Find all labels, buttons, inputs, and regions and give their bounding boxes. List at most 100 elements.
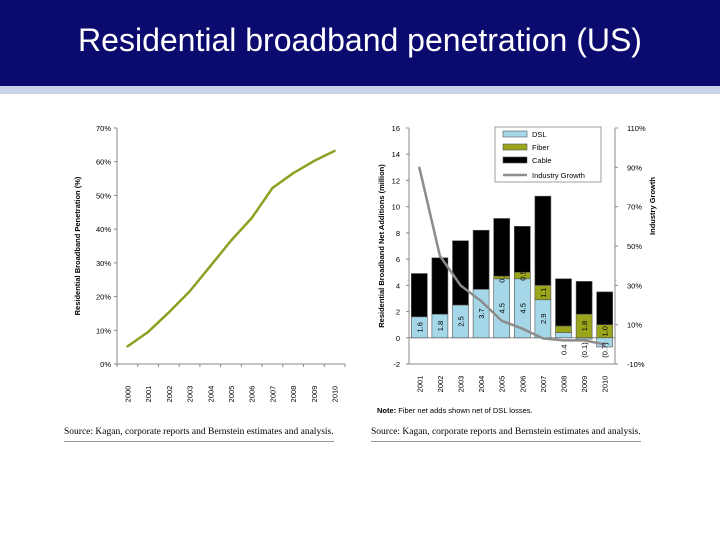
cable-value-label: 4.5 — [477, 255, 486, 265]
left-x-tick-label: 2009 — [310, 386, 319, 403]
bar-cable-2004 — [472, 229, 490, 290]
fiber-value-label: 1.0 — [601, 326, 610, 336]
right-y2-tick-label: 30% — [627, 281, 642, 290]
right-y2-tick-label: 110% — [627, 124, 646, 133]
legend-swatch-cable — [502, 156, 528, 164]
left-x-tick-label: 2002 — [165, 386, 174, 403]
industry-growth-point — [459, 284, 462, 287]
penetration-line — [126, 149, 336, 348]
cable-value-label: 2.5 — [601, 303, 610, 313]
left-x-tick-label: 2010 — [331, 386, 340, 403]
left-x-tick-label: 2000 — [123, 386, 132, 403]
bar-cable-2008 — [555, 278, 572, 327]
fiber-value-label: 1.1 — [539, 287, 548, 297]
cable-value-label: 6.8 — [539, 236, 548, 246]
cable-value-label: 4.4 — [498, 242, 507, 252]
industry-growth-point — [438, 254, 441, 257]
industry-growth-point — [418, 166, 421, 169]
bar-cable-2009 — [575, 281, 593, 315]
right-x-tick-label: 2002 — [436, 376, 445, 393]
right-y-tick-label: 12 — [392, 176, 400, 185]
dsl-value-label: 2.5 — [457, 316, 466, 326]
legend-swatch-fiber — [502, 143, 528, 151]
left-x-tick-label: 2007 — [268, 386, 277, 403]
industry-growth-point — [583, 339, 586, 342]
penetration-point — [126, 345, 129, 348]
cable-value-label: 2.5 — [580, 293, 589, 303]
industry-growth-point — [480, 300, 483, 303]
dsl-value-label: 0.4 — [560, 345, 569, 355]
industry-growth-point — [603, 343, 606, 346]
right-y-tick-label: 10 — [392, 203, 400, 212]
industry-growth-point — [541, 337, 544, 340]
right-y2-tick-label: 70% — [627, 203, 642, 212]
right-x-tick-label: 2009 — [580, 376, 589, 393]
legend-label: Fiber — [532, 143, 550, 152]
right-y-tick-label: 2 — [396, 308, 400, 317]
penetration-point — [291, 171, 295, 175]
right-y-tick-label: -2 — [393, 360, 400, 369]
penetration-chart: 0% 10% 20% 30% 40% 50% 60% 70% 2000 2001 2002 2003 2… — [73, 124, 346, 403]
fiber-value-label: 1.8 — [580, 321, 589, 331]
left-x-tick-label: 2006 — [248, 386, 257, 403]
right-y2-axis-title: Industry Growth — [648, 177, 657, 235]
legend-label: Cable — [532, 156, 552, 165]
left-x-tick-label: 2003 — [186, 386, 195, 403]
legend-label: DSL — [532, 130, 547, 139]
right-x-tick-label: 2006 — [518, 376, 527, 393]
left-y-tick-label: 50% — [96, 191, 111, 200]
penetration-point — [333, 149, 336, 153]
dsl-value-label: 1.8 — [436, 321, 445, 331]
dsl-value-label: 1.6 — [415, 322, 424, 332]
bar-cable-2006 — [513, 226, 531, 273]
legend-swatch-dsl — [502, 130, 528, 138]
note-text: Note: Fiber net adds shown net of DSL lo… — [377, 406, 533, 415]
left-y-axis-title: Residential Broadband Penetration (%) — [73, 176, 82, 315]
right-y-tick-label: 6 — [396, 255, 400, 264]
dsl-value-label: 2.9 — [539, 314, 548, 324]
legend-label: Industry Growth — [532, 171, 585, 180]
title-bar: Residential broadband penetration (US) — [0, 0, 720, 86]
left-y-tick-label: 60% — [96, 158, 111, 167]
penetration-point — [250, 216, 253, 220]
right-y-tick-label: 16 — [392, 124, 400, 133]
right-y2-tick-label: 90% — [627, 163, 642, 172]
bar-dsl-2008 — [555, 332, 572, 339]
left-y-tick-label: 30% — [96, 259, 111, 268]
industry-growth-point — [500, 319, 503, 322]
right-y2-tick-label: -10% — [627, 360, 645, 369]
right-y-tick-label: 0 — [396, 334, 400, 343]
bar-cable-2001 — [410, 273, 428, 318]
industry-growth-point — [562, 339, 565, 342]
cable-value-label: 4.3 — [436, 281, 445, 291]
left-y-tick-label: 20% — [96, 293, 111, 302]
penetration-point — [229, 239, 233, 242]
right-x-tick-label: 2001 — [415, 376, 424, 393]
left-y-tick-label: 40% — [96, 225, 111, 234]
industry-growth-line — [418, 167, 605, 346]
dsl-value-label: (0.1) — [580, 342, 589, 358]
dsl-value-label: (0.7) — [601, 342, 610, 358]
right-x-tick-label: 2007 — [539, 376, 548, 393]
right-x-tick-label: 2008 — [560, 376, 569, 393]
right-x-tick-label: 2004 — [477, 376, 486, 393]
right-y-axis-title: Residential Broadband Net Additions (mil… — [377, 164, 386, 328]
bar-cable-2007 — [534, 195, 552, 286]
fiber-value-label: 0.5 — [518, 270, 527, 280]
cable-value-label: 3.5 — [518, 244, 527, 254]
dsl-value-label: 3.7 — [477, 308, 486, 318]
penetration-point — [209, 265, 212, 268]
left-x-tick-label: 2005 — [227, 386, 236, 403]
left-x-tick-label: 2004 — [206, 386, 215, 403]
left-x-tick-label: 2001 — [144, 386, 153, 403]
industry-growth-point — [521, 327, 524, 330]
right-y2-tick-label: 50% — [627, 242, 642, 251]
right-x-tick-label: 2003 — [457, 376, 466, 393]
penetration-point — [312, 159, 316, 163]
left-y-tick-label: 0% — [100, 360, 111, 369]
title-divider — [0, 86, 720, 94]
right-source-text: Source: Kagan, corporate reports and Ber… — [371, 427, 641, 442]
penetration-point — [271, 186, 274, 190]
penetration-point — [167, 311, 171, 314]
